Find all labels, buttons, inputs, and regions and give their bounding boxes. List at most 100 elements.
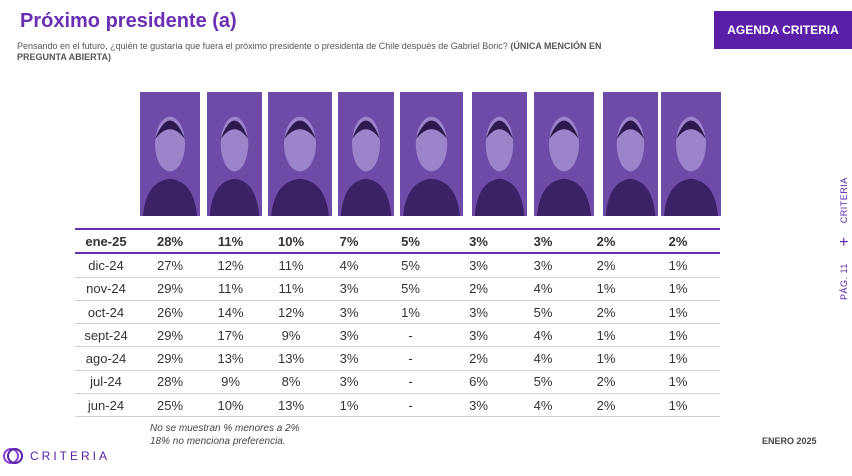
page-title: Próximo presidente (a) — [20, 10, 237, 32]
table-row: jul-24 28% 9% 8% 3% -6% 5% 2% 1% — [75, 370, 720, 395]
table-cell: 1% — [636, 253, 720, 278]
table-cell: 1% — [636, 277, 720, 301]
criteria-logo: CRITERIA — [2, 446, 110, 466]
table-cell: - — [374, 323, 447, 348]
table-row: sept-24 29% 17% 9% 3% -3% 4% 1% 1% — [75, 323, 720, 348]
person-silhouette-icon — [537, 116, 591, 216]
table-cell: 2% — [447, 346, 510, 371]
table-cell: 2% — [576, 300, 636, 325]
table-cell: 5% — [374, 277, 447, 301]
person-silhouette-icon — [403, 116, 460, 216]
candidate-photo — [603, 92, 658, 216]
table-cell: 28% — [137, 370, 203, 395]
table-cell: 13% — [203, 346, 258, 371]
table-cell: 3% — [510, 227, 576, 255]
table-cell: 10% — [258, 227, 324, 255]
table-cell: - — [374, 393, 447, 418]
table-row: jun-24 25% 10% 13% 1% -3% 4% 2% 1% — [75, 393, 720, 418]
table-cell: 13% — [258, 346, 324, 371]
table-cell: 11% — [258, 277, 324, 301]
table-cell: 2% — [576, 253, 636, 278]
table-cell: 4% — [510, 393, 576, 418]
side-page-number: PÁG. 11 — [839, 263, 849, 300]
table-cell: 1% — [324, 393, 374, 418]
agenda-criteria-badge: AGENDA CRITERIA — [714, 11, 852, 49]
table-cell: 12% — [203, 253, 258, 278]
table-cell: 1% — [374, 300, 447, 325]
table-cell: 11% — [258, 253, 324, 278]
table-cell: 3% — [447, 227, 510, 255]
table-cell: 27% — [137, 253, 203, 278]
table-cell: 4% — [510, 346, 576, 371]
table-cell: 26% — [137, 300, 203, 325]
table-cell: 28% — [137, 227, 203, 255]
candidate-photo — [268, 92, 332, 216]
poll-table-body: ene-25 28% 11% 10% 7% 5% 3% 3% 2% 2% dic-24 27% 12% 1… — [75, 227, 720, 418]
report-date: ENERO 2025 — [762, 436, 817, 446]
table-cell: 13% — [258, 393, 324, 418]
table-cell: 3% — [447, 253, 510, 278]
row-label: ene-25 — [75, 227, 137, 255]
table-cell: 8% — [258, 370, 324, 395]
candidate-photo — [338, 92, 394, 216]
table-cell: 3% — [447, 393, 510, 418]
table-cell: 1% — [636, 323, 720, 348]
person-silhouette-icon — [209, 116, 260, 216]
table-cell: 5% — [510, 300, 576, 325]
table-row: dic-24 27% 12% 11% 4% 5% 3% 3% 2% 1% — [75, 253, 720, 278]
table-cell: 5% — [510, 370, 576, 395]
row-label: dic-24 — [75, 253, 137, 278]
table-cell: 9% — [203, 370, 258, 395]
table-cell: 17% — [203, 323, 258, 348]
table-cell: 29% — [137, 346, 203, 371]
person-silhouette-icon — [271, 116, 329, 216]
table-cell: 29% — [137, 277, 203, 301]
table-cell: - — [374, 346, 447, 371]
table-cell: 3% — [447, 300, 510, 325]
table-cell: 9% — [258, 323, 324, 348]
table-cell: 1% — [576, 346, 636, 371]
table-cell: 1% — [636, 393, 720, 418]
table-cell: 5% — [374, 227, 447, 255]
row-label: oct-24 — [75, 300, 137, 325]
table-cell: 6% — [447, 370, 510, 395]
person-silhouette-icon — [340, 116, 392, 216]
table-cell: 7% — [324, 227, 374, 255]
table-cell: 1% — [576, 323, 636, 348]
table-cell: 3% — [324, 277, 374, 301]
table-row: oct-24 26% 14% 12% 3% 1% 3% 5% 2% 1% — [75, 300, 720, 325]
candidate-photo — [472, 92, 527, 216]
table-cell: 1% — [636, 370, 720, 395]
table-row: ene-25 28% 11% 10% 7% 5% 3% 3% 2% 2% — [75, 227, 720, 255]
table-cell: 2% — [447, 277, 510, 301]
row-label: jul-24 — [75, 370, 137, 395]
table-row: nov-24 29% 11% 11% 3% 5% 2% 4% 1% 1% — [75, 277, 720, 301]
table-cell: 3% — [324, 346, 374, 371]
criteria-logo-icon — [3, 448, 23, 464]
table-cell: 4% — [324, 253, 374, 278]
table-cell: 4% — [510, 277, 576, 301]
table-cell: 2% — [576, 227, 636, 255]
row-label: nov-24 — [75, 277, 137, 301]
table-cell: 29% — [137, 323, 203, 348]
page-subtitle: Pensando en el futuro, ¿quién te gustarí… — [17, 41, 617, 63]
table-cell: 3% — [447, 323, 510, 348]
table-cell: 3% — [324, 323, 374, 348]
table-cell: 12% — [258, 300, 324, 325]
candidate-photo — [661, 92, 721, 216]
person-silhouette-icon — [664, 116, 718, 216]
subtitle-question: Pensando en el futuro, ¿quién te gustarí… — [17, 41, 508, 51]
candidate-photo — [140, 92, 200, 216]
table-cell: 11% — [203, 227, 258, 255]
footnote-1: No se muestran % menores a 2% — [150, 423, 300, 434]
table-cell: - — [374, 370, 447, 395]
table-cell: 3% — [324, 300, 374, 325]
criteria-logo-text: CRITERIA — [30, 449, 111, 463]
candidate-photo — [207, 92, 262, 216]
person-silhouette-icon — [143, 116, 197, 216]
table-cell: 3% — [510, 253, 576, 278]
table-cell: 4% — [510, 323, 576, 348]
side-rail: PÁG. 11 + CRITERIA — [820, 160, 852, 300]
table-cell: 1% — [636, 300, 720, 325]
row-label: jun-24 — [75, 393, 137, 418]
